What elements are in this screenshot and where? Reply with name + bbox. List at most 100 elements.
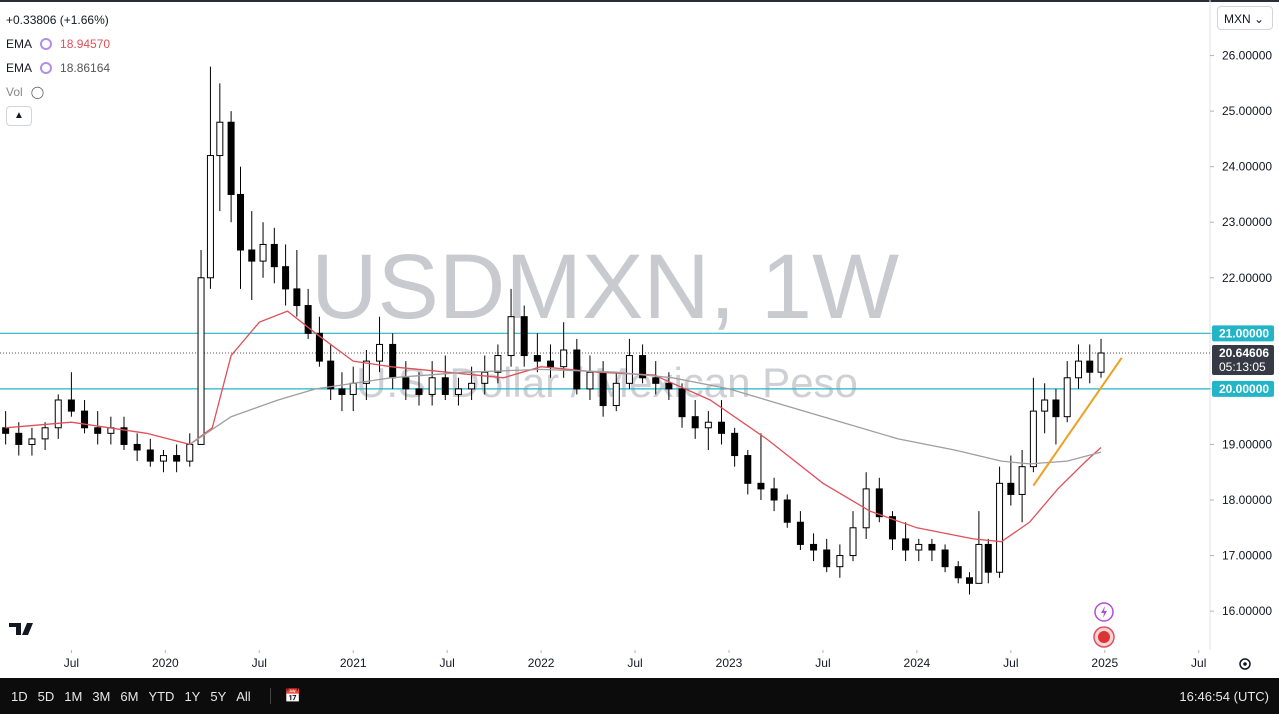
- icon[interactable]: [40, 38, 53, 50]
- candle-body: [259, 243, 267, 262]
- x-tick-label: Jul: [627, 656, 642, 670]
- candle-body: [875, 488, 883, 518]
- x-tick-label: 2025: [1091, 656, 1118, 670]
- legend-value: 18.86164: [60, 61, 111, 75]
- candle-body: [547, 360, 555, 368]
- x-tick-label: 2021: [340, 656, 367, 670]
- candle-body: [94, 427, 102, 434]
- candle-body: [1007, 482, 1015, 495]
- legend-name: EMA: [6, 61, 33, 75]
- candle-body: [520, 316, 528, 357]
- y-tick-label: 16.00000: [1222, 604, 1272, 618]
- y-tick-label: 24.00000: [1222, 160, 1272, 174]
- candle-body: [362, 360, 370, 384]
- candle-body: [731, 432, 739, 457]
- range-button[interactable]: 6M: [120, 688, 139, 704]
- trendline: [1032, 357, 1123, 487]
- range-button[interactable]: 5D: [37, 688, 55, 704]
- candle-body: [941, 549, 949, 568]
- x-tick-label: 2020: [152, 656, 179, 670]
- settings-button[interactable]: [1239, 658, 1251, 670]
- event-icons[interactable]: [1093, 602, 1115, 648]
- candle-body: [327, 360, 335, 390]
- candle-body: [282, 266, 290, 290]
- candle-body: [349, 382, 357, 395]
- legend-row: EMA 18.86164: [6, 56, 110, 80]
- y-tick-label: 23.00000: [1222, 215, 1272, 229]
- candle-body: [625, 355, 633, 384]
- x-tick-label: Jul: [64, 656, 79, 670]
- candle-body: [304, 305, 312, 334]
- candle-body: [966, 577, 974, 584]
- candle-body: [1097, 352, 1105, 373]
- range-button[interactable]: 5Y: [210, 688, 227, 704]
- range-button[interactable]: 1Y: [184, 688, 201, 704]
- candle-body: [507, 316, 515, 357]
- candle-body: [28, 438, 36, 445]
- eye-icon[interactable]: ◯: [30, 85, 45, 99]
- candle-body: [15, 432, 23, 445]
- x-tick-label: Jul: [252, 656, 267, 670]
- candle-body: [984, 543, 992, 573]
- x-tick-label: 2023: [716, 656, 743, 670]
- range-button[interactable]: YTD: [148, 688, 175, 704]
- price-tag: [1212, 344, 1274, 375]
- change: +0.33806 (+1.66%): [6, 13, 109, 27]
- candle-body: [717, 421, 725, 434]
- candle-body: [2, 427, 10, 434]
- range-button[interactable]: 1D: [11, 688, 28, 704]
- candle-body: [810, 543, 818, 551]
- x-tick-label: Jul: [1191, 656, 1206, 670]
- candle-body: [236, 193, 244, 251]
- price-tag: [1212, 325, 1274, 342]
- ema-line: [5, 310, 1102, 543]
- price-tag-label: 20.00000: [1219, 382, 1269, 396]
- candle-body: [494, 355, 502, 373]
- legend-name: EMA: [6, 37, 33, 51]
- range-button[interactable]: 3M: [92, 688, 111, 704]
- candle-body: [902, 538, 910, 551]
- watermark-name: U.S. Dollar / Mexican Peso: [356, 359, 858, 406]
- chart: USDMXN, 1W U.S. Dollar / Mexican Peso 16…: [0, 0, 1279, 670]
- candle-body: [376, 343, 384, 362]
- candle-body: [481, 371, 489, 384]
- x-tick-label: Jul: [440, 656, 455, 670]
- range-button[interactable]: All: [236, 688, 251, 704]
- icon[interactable]: [40, 62, 53, 74]
- change-row: +0.33806 (+1.66%): [6, 8, 110, 32]
- price-tag-label: 21.00000: [1219, 326, 1269, 340]
- candle-body: [560, 349, 568, 368]
- range-button[interactable]: 1M: [64, 688, 83, 704]
- legend-row: EMA 18.94570: [6, 32, 110, 56]
- candle-body: [1029, 410, 1037, 468]
- candle-body: [468, 382, 476, 390]
- x-tick-label: 2022: [528, 656, 555, 670]
- legend: +0.33806 (+1.66%) EMA 18.94570 EMA 18.8616…: [6, 8, 110, 128]
- candle-body: [248, 249, 256, 262]
- candle-body: [41, 427, 49, 440]
- candle-body: [954, 566, 962, 579]
- candle-body: [415, 388, 423, 395]
- candle-body: [54, 399, 62, 429]
- candle-body: [293, 288, 301, 307]
- candle-body: [1041, 399, 1049, 412]
- candle-body: [928, 543, 936, 551]
- bottom-toolbar: 1D 5D 1M 3M 6M YTD 1Y 5Y All 📅 16:46:54 (UTC): [0, 678, 1279, 714]
- y-tick-label: 19.00000: [1222, 437, 1272, 451]
- ema-line: [189, 368, 1102, 465]
- currency-select[interactable]: MXN ⌄: [1217, 6, 1273, 30]
- collapse-row: ▲: [6, 104, 110, 128]
- candle-body: [599, 371, 607, 407]
- y-tick-label: 26.00000: [1222, 49, 1272, 63]
- candle-body: [678, 388, 686, 418]
- candle-body: [1063, 377, 1071, 418]
- candle-body: [770, 488, 778, 501]
- candle-body: [915, 543, 923, 551]
- y-tick-label: 17.00000: [1222, 549, 1272, 563]
- candle-body: [796, 521, 804, 545]
- y-tick-label: 25.00000: [1222, 104, 1272, 118]
- date-range-button[interactable]: 📅: [269, 688, 301, 704]
- collapse-button[interactable]: ▲: [6, 106, 32, 126]
- candle-body: [975, 543, 983, 584]
- candle-body: [454, 388, 462, 395]
